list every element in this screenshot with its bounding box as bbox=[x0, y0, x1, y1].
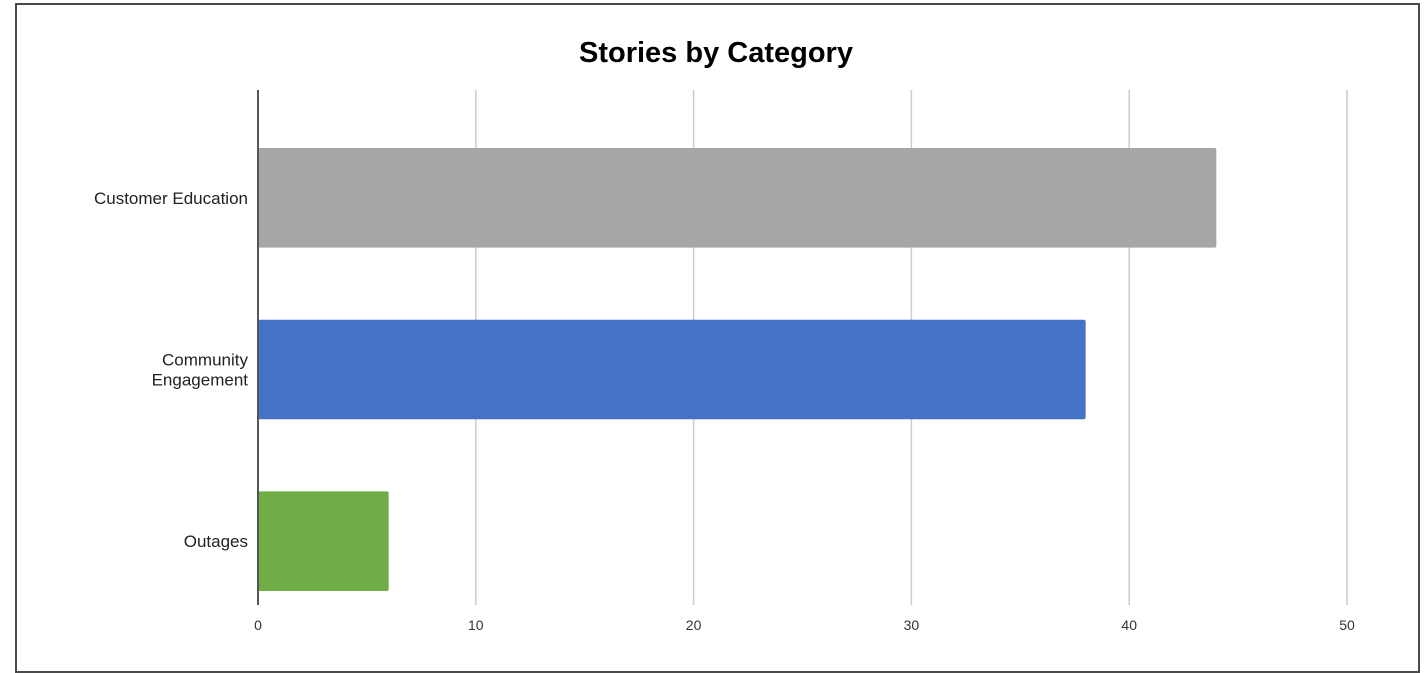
bar-chart: Stories by Category Customer Education Co… bbox=[94, 37, 1355, 633]
category-label-0: Customer Education bbox=[94, 189, 248, 208]
bar-1 bbox=[258, 319, 1086, 420]
bar-2 bbox=[258, 491, 389, 591]
tick-label-50: 50 bbox=[1339, 617, 1355, 633]
tick-label-10: 10 bbox=[468, 617, 484, 633]
category-labels: Customer Education Community Engagement Out… bbox=[94, 189, 249, 551]
category-label-1: Community Engagement bbox=[152, 351, 249, 390]
chart-title: Stories by Category bbox=[579, 37, 853, 69]
tick-label-20: 20 bbox=[686, 617, 702, 633]
tick-label-0: 0 bbox=[254, 617, 262, 633]
tick-label-30: 30 bbox=[904, 617, 920, 633]
bars bbox=[258, 148, 1217, 591]
bar-0 bbox=[258, 148, 1217, 248]
category-label-2: Outages bbox=[184, 532, 248, 551]
tick-labels: 0 10 20 30 40 50 bbox=[254, 617, 1355, 633]
tick-label-40: 40 bbox=[1121, 617, 1137, 633]
